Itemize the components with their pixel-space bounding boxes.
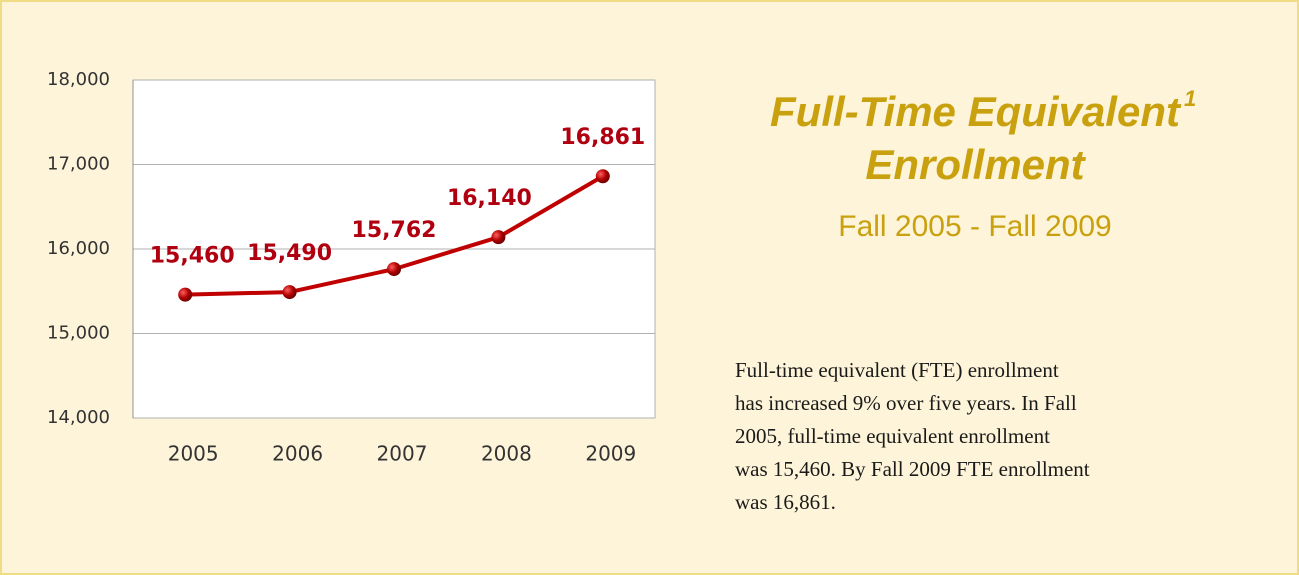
data-label: 16,140 (447, 186, 532, 211)
y-tick-label: 17,000 (47, 154, 110, 175)
data-label: 15,762 (352, 218, 437, 243)
data-label: 16,861 (560, 125, 645, 150)
x-tick-label: 2006 (272, 442, 323, 466)
description-line: 2005, full-time equivalent enrollment (735, 424, 1050, 448)
point (491, 230, 506, 245)
description-line: was 16,861. (735, 490, 836, 514)
y-tick-label: 18,000 (47, 69, 110, 90)
y-tick-label: 14,000 (47, 407, 110, 428)
chart-title-line2: Enrollment (865, 141, 1086, 188)
y-tick-label: 16,000 (47, 238, 110, 259)
data-label: 15,490 (247, 241, 332, 266)
description-line: was 15,460. By Fall 2009 FTE enrollment (735, 457, 1090, 481)
title-superscript: 1 (1184, 86, 1196, 111)
x-tick-label: 2008 (481, 442, 532, 466)
point (178, 287, 193, 302)
x-tick-label: 2009 (585, 442, 636, 466)
chart-title: Full-Time Equivalent (770, 88, 1182, 135)
y-tick-label: 15,000 (47, 323, 110, 344)
chart-subtitle: Fall 2005 - Fall 2009 (838, 210, 1112, 243)
point (387, 262, 401, 277)
point (282, 285, 297, 300)
description-line: Full-time equivalent (FTE) enrollment (735, 358, 1059, 382)
x-tick-label: 2005 (168, 442, 219, 466)
data-label: 15,460 (150, 244, 235, 269)
description-line: has increased 9% over five years. In Fal… (735, 391, 1077, 415)
point (595, 169, 610, 184)
x-tick-label: 2007 (377, 442, 428, 466)
